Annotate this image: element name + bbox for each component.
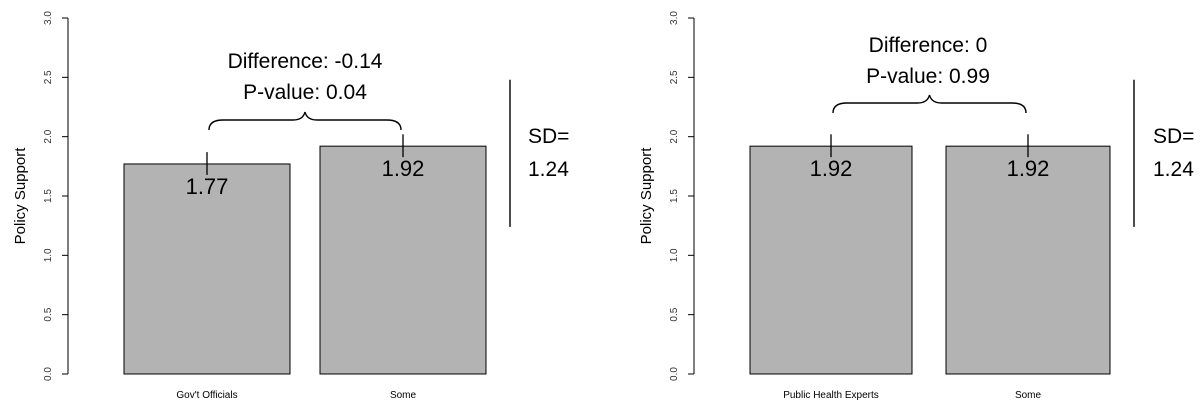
chart-panel-left: 0.0 0.5 1.0 1.5 2.0 2.5 3.0 Policy Support 1.77 G… <box>12 11 569 401</box>
bar-value-label: 1.77 <box>186 174 229 199</box>
bar <box>123 163 291 375</box>
category-label: Some <box>390 390 417 401</box>
sd-label: SD= <box>1153 125 1194 148</box>
difference-annotation: Difference: -0.14 <box>228 50 383 73</box>
y-tick-label: 1.0 <box>669 248 680 262</box>
category-label: Public Health Experts <box>783 390 879 401</box>
sd-value: 1.24 <box>1153 158 1194 181</box>
chart-panel-right: 0.0 0.5 1.0 1.5 2.0 2.5 3.0 Policy Support 1.92 P… <box>638 11 1194 401</box>
y-tick-label: 0.0 <box>669 367 680 381</box>
bar-value-label: 1.92 <box>810 156 853 181</box>
comparison-brace <box>208 111 402 131</box>
p-value-annotation: P-value: 0.99 <box>866 65 990 88</box>
category-label: Some <box>1015 390 1042 401</box>
bar <box>945 145 1111 375</box>
p-value-annotation: P-value: 0.04 <box>243 81 367 104</box>
y-tick-label: 0.5 <box>669 307 680 321</box>
y-tick-label: 2.0 <box>43 129 54 143</box>
difference-annotation: Difference: 0 <box>869 34 988 57</box>
y-tick-label: 1.5 <box>669 189 680 203</box>
y-axis-title: Policy Support <box>638 147 655 245</box>
comparison-brace <box>832 94 1027 114</box>
bar <box>749 145 913 375</box>
sd-label: SD= <box>528 125 569 148</box>
sd-value: 1.24 <box>528 158 569 181</box>
y-tick-label: 2.0 <box>669 129 680 143</box>
y-tick-label: 0.0 <box>43 367 54 381</box>
bar-value-label: 1.92 <box>382 156 425 181</box>
category-label: Gov't Officials <box>176 390 237 401</box>
y-tick-label: 1.0 <box>43 248 54 262</box>
bar <box>319 145 487 375</box>
y-tick-label: 3.0 <box>669 11 680 25</box>
y-tick-label: 0.5 <box>43 307 54 321</box>
y-tick-label: 3.0 <box>43 11 54 25</box>
y-tick-label: 2.5 <box>669 70 680 84</box>
y-tick-label: 2.5 <box>43 70 54 84</box>
bar-value-label: 1.92 <box>1007 156 1050 181</box>
y-axis-title: Policy Support <box>12 147 29 245</box>
y-tick-label: 1.5 <box>43 189 54 203</box>
